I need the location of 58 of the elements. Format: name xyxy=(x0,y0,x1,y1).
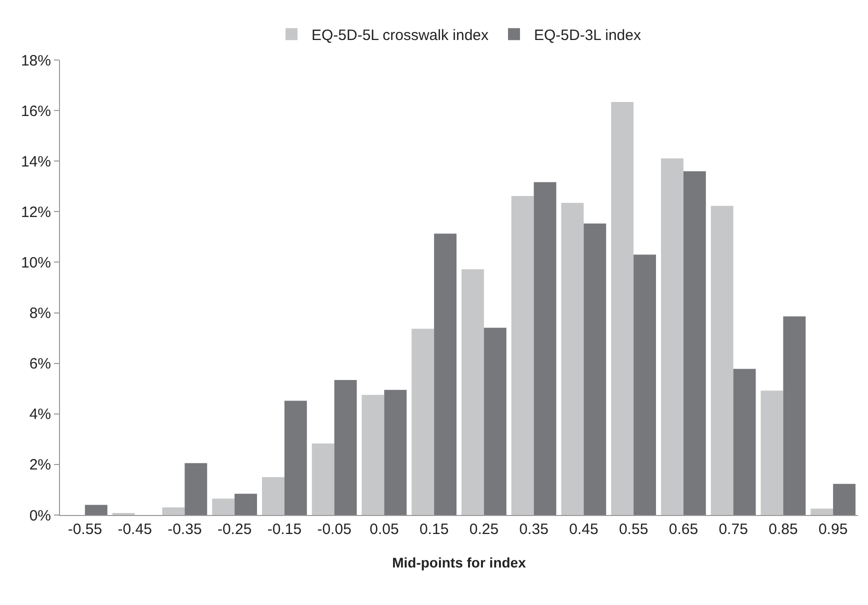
bar xyxy=(634,254,656,515)
bar xyxy=(534,182,556,515)
bar xyxy=(584,224,606,515)
legend-label: EQ-5D-3L index xyxy=(534,27,642,44)
bar xyxy=(84,504,108,515)
y-tick-label: 6% xyxy=(29,356,51,373)
x-tick-label: -0.45 xyxy=(118,521,152,538)
x-tick-label: 0.05 xyxy=(370,521,399,538)
x-tick-label: -0.55 xyxy=(68,521,102,538)
x-tick-label: -0.25 xyxy=(217,521,252,538)
bar xyxy=(312,443,334,515)
bar xyxy=(162,507,185,515)
x-tick-label: 0.75 xyxy=(718,521,748,538)
x-tick-label: 0.95 xyxy=(818,521,848,538)
x-tick-label: -0.05 xyxy=(317,521,352,538)
bar xyxy=(434,234,457,515)
bar xyxy=(461,269,484,515)
y-tick-label: 0% xyxy=(29,507,51,524)
bar xyxy=(561,202,584,515)
y-tick-label: 4% xyxy=(29,406,51,424)
x-axis-title: Mid-points for index xyxy=(392,554,526,570)
legend-label: EQ-5D-5L crosswalk index xyxy=(312,27,490,44)
bar xyxy=(783,316,806,515)
x-tick-label: -0.35 xyxy=(168,521,202,538)
bar xyxy=(334,380,357,515)
y-tick-label: 18% xyxy=(20,52,51,70)
bar xyxy=(760,390,784,515)
x-tick-label: 0.25 xyxy=(469,521,499,538)
x-tick-label: 0.15 xyxy=(419,521,449,538)
y-tick-label: 2% xyxy=(29,456,51,474)
bar xyxy=(833,484,856,515)
bar xyxy=(810,508,834,515)
bar xyxy=(362,394,384,515)
bar xyxy=(284,400,307,515)
y-tick-label: 12% xyxy=(20,204,51,221)
y-tick-label: 10% xyxy=(20,254,51,272)
bar xyxy=(710,206,734,515)
bar xyxy=(511,196,534,515)
y-tick-label: 14% xyxy=(20,153,51,170)
x-tick-label: -0.15 xyxy=(267,521,302,538)
bar xyxy=(733,368,756,515)
x-tick-label: 0.85 xyxy=(768,521,798,538)
bar xyxy=(683,171,706,515)
bar xyxy=(234,494,258,515)
x-tick-label: 0.35 xyxy=(519,521,548,538)
y-tick-label: 16% xyxy=(20,102,51,120)
bar xyxy=(660,158,684,515)
bar xyxy=(184,463,208,515)
x-tick-label: 0.65 xyxy=(668,521,698,538)
bar xyxy=(384,390,407,515)
bar xyxy=(412,328,434,515)
bar xyxy=(212,498,235,515)
bar xyxy=(484,328,506,515)
x-tick-label: 0.55 xyxy=(618,521,648,538)
x-tick-label: 0.45 xyxy=(569,521,598,538)
bar xyxy=(262,477,284,515)
y-tick-label: 8% xyxy=(29,305,51,322)
bar xyxy=(611,102,634,515)
